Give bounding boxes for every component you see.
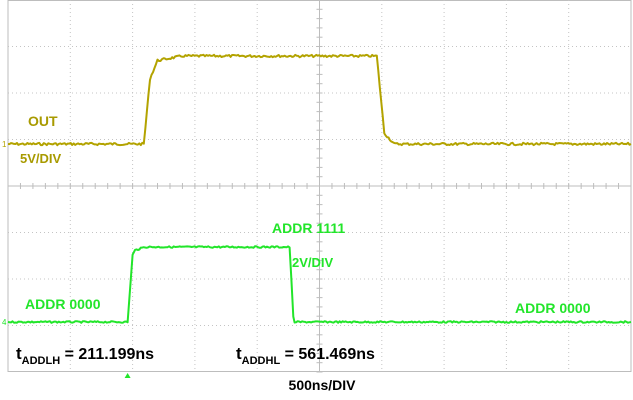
out-scale-label: 5V/DIV [20,151,62,166]
t-addlh-value: = 211.199ns [60,346,154,363]
t-addhl-symbol: t [236,344,242,363]
graticule-grid [7,0,632,373]
addr-scale-label: 2V/DIV [292,255,334,270]
addr-low-right-label: ADDR 0000 [515,300,591,316]
t-addlh-measurement: tADDLH = 211.199ns [16,344,154,367]
waveform-traces [7,53,632,324]
trigger-position-marker [124,373,131,378]
x-axis-scale-label: 500ns/DIV [289,377,357,393]
channel-markers: 14 [2,140,131,378]
out-waveform [7,53,632,147]
t-addhl-measurement: tADDHL = 561.469ns [236,344,375,367]
channel-ground-marker: 1 [2,140,7,149]
channel-ground-marker: 4 [2,318,7,327]
t-addhl-value: = 561.469ns [280,346,375,363]
addr-high-label: ADDR 1111 [272,220,345,236]
addr-waveform [7,245,632,324]
addr-low-left-label: ADDR 0000 [25,296,101,312]
t-addhl-subscript: ADDHL [242,355,281,367]
out-channel-label: OUT [28,113,58,129]
t-addlh-subscript: ADDLH [22,355,61,367]
t-addlh-symbol: t [16,344,22,363]
